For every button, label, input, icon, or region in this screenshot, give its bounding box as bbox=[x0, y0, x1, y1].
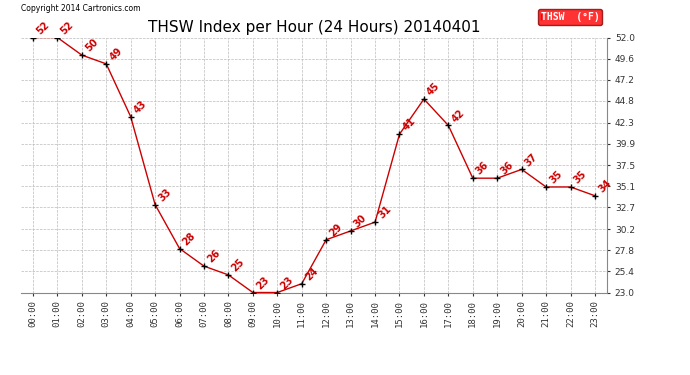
Text: 36: 36 bbox=[499, 160, 515, 177]
Text: 41: 41 bbox=[401, 116, 417, 133]
Text: 43: 43 bbox=[132, 99, 148, 115]
Text: 33: 33 bbox=[157, 187, 173, 203]
Text: Copyright 2014 Cartronics.com: Copyright 2014 Cartronics.com bbox=[21, 4, 140, 13]
Text: 42: 42 bbox=[450, 107, 466, 124]
Text: 37: 37 bbox=[523, 152, 540, 168]
Title: THSW Index per Hour (24 Hours) 20140401: THSW Index per Hour (24 Hours) 20140401 bbox=[148, 20, 480, 35]
Text: 34: 34 bbox=[596, 178, 613, 194]
Text: 31: 31 bbox=[377, 204, 393, 221]
Text: 25: 25 bbox=[230, 257, 246, 273]
Text: 52: 52 bbox=[34, 20, 51, 36]
Text: 28: 28 bbox=[181, 231, 197, 247]
Text: 23: 23 bbox=[279, 274, 295, 291]
Text: 30: 30 bbox=[352, 213, 368, 230]
Text: 26: 26 bbox=[206, 248, 222, 265]
Text: 45: 45 bbox=[425, 81, 442, 98]
Text: 24: 24 bbox=[303, 266, 319, 282]
Text: 52: 52 bbox=[59, 20, 75, 36]
Text: 36: 36 bbox=[474, 160, 491, 177]
Text: 29: 29 bbox=[328, 222, 344, 238]
Text: 50: 50 bbox=[83, 37, 100, 54]
Text: 35: 35 bbox=[572, 169, 589, 186]
Legend: THSW  (°F): THSW (°F) bbox=[538, 9, 602, 25]
Text: 23: 23 bbox=[254, 274, 271, 291]
Text: 35: 35 bbox=[547, 169, 564, 186]
Text: 49: 49 bbox=[108, 46, 124, 63]
